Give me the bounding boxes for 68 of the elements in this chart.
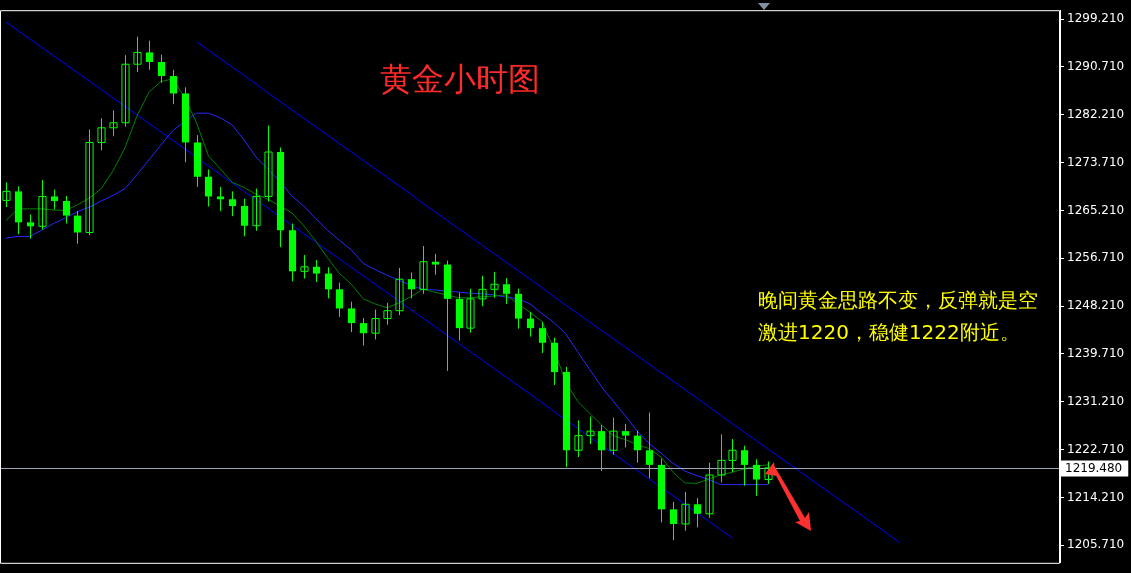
candlestick: [169, 69, 178, 105]
candlestick: [109, 109, 118, 137]
y-tick-label: 1222.710: [1067, 441, 1125, 456]
y-tick-label: 1299.210: [1067, 11, 1125, 26]
y-tick-label: 1205.710: [1067, 537, 1125, 552]
candlestick: [62, 195, 71, 224]
candlestick: [609, 417, 618, 456]
candlestick: [597, 424, 606, 472]
candlestick: [38, 179, 47, 231]
candlestick: [97, 117, 106, 151]
annotation: 晚间黄金思路不变，反弹就是空激进1220，稳健1222附近。: [758, 287, 1039, 346]
candlestick: [312, 259, 321, 283]
candlestick: [645, 412, 654, 479]
candlestick: [240, 198, 249, 237]
candlestick: [359, 317, 368, 347]
candlestick: [693, 497, 702, 528]
candlestick: [157, 54, 166, 84]
candlestick: [538, 321, 547, 354]
candlestick: [574, 419, 583, 458]
candlestick: [73, 210, 82, 245]
candlestick: [526, 311, 535, 338]
candlestick: [216, 186, 225, 212]
candlestick: [419, 245, 428, 295]
candlestick: [621, 423, 630, 448]
candlestick: [502, 277, 511, 305]
y-tick-label: 1273.710: [1067, 154, 1125, 169]
candlestick: [395, 267, 404, 316]
candlestick: [669, 501, 678, 541]
candlestick: [705, 462, 714, 519]
candlestick: [252, 188, 261, 232]
text: 黄金小时图: [380, 60, 540, 99]
candlestick: [717, 434, 726, 483]
candlestick: [633, 430, 642, 464]
candlestick: [478, 275, 487, 307]
candlestick: [490, 271, 499, 299]
candlestick: [2, 181, 11, 208]
y-tick-label: 1265.210: [1067, 202, 1125, 217]
candlestick: [740, 445, 749, 487]
candlestick: [300, 254, 309, 280]
y-tick-label: 1248.210: [1067, 298, 1125, 313]
candlestick: [371, 309, 380, 340]
y-tick-label: 1231.210: [1067, 393, 1125, 408]
candlestick: [26, 213, 35, 240]
candlestick: [85, 129, 94, 236]
candlestick: [466, 288, 475, 334]
candlestick: [383, 302, 392, 326]
y-tick-label: 1214.210: [1067, 489, 1125, 504]
candlestick: [681, 491, 690, 532]
y-tick-label: 1282.210: [1067, 106, 1125, 121]
candlestick: [431, 253, 440, 276]
candlestick: [407, 271, 416, 299]
candlestick: [347, 301, 356, 333]
candlestick: [204, 168, 213, 208]
ref-line-label: 1219.480: [1065, 460, 1123, 475]
candlestick: [228, 190, 237, 217]
candlestick: [145, 40, 154, 71]
y-tick-label: 1290.710: [1067, 59, 1125, 74]
candlestick: [121, 54, 130, 128]
candlestick: [752, 458, 761, 497]
candlestick: [324, 266, 333, 299]
candlestick: [264, 125, 273, 203]
candlestick: [133, 36, 142, 73]
candlestick: [335, 282, 344, 318]
y-tick-label: 1239.710: [1067, 346, 1125, 361]
candlestick: [50, 189, 59, 210]
candlestick: [728, 438, 737, 473]
candlestick: [586, 415, 595, 445]
y-tick-label: 1256.710: [1067, 250, 1125, 265]
